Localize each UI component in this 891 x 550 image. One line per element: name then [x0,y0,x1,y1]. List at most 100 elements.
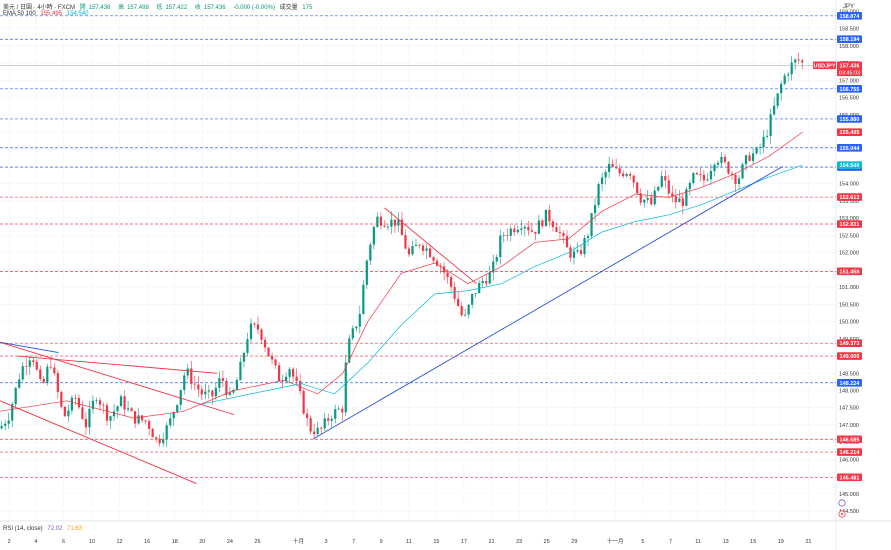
candle [597,182,600,209]
candle-body [727,161,730,174]
candle-body [225,380,228,395]
blue-level-tag [837,378,862,387]
candle [460,302,463,318]
candle [46,363,49,386]
candle [608,156,611,179]
candle [783,73,786,86]
candle [228,387,231,397]
countdown-label: 03:45:03 [839,70,860,76]
x-tick-label: 12 [116,539,122,545]
ema-fast-line [0,131,803,419]
candle [562,230,565,244]
y-tick-label: 150.500 [839,302,859,308]
candle-body [597,184,600,206]
candle [411,240,414,256]
flash-icon[interactable] [838,499,846,507]
candle-body [0,426,3,429]
candle [699,167,702,182]
candle-body [723,156,727,162]
blue-level-tag [837,85,862,93]
candle-body [183,375,186,390]
candle [457,291,460,307]
candle [190,360,193,390]
x-tick-label: 17 [461,539,467,545]
candle [204,383,207,400]
candle-body [787,74,790,76]
candle-body [98,400,102,405]
candle [123,390,126,416]
close-value: 157.436 [203,5,226,11]
candle-body [151,428,154,438]
candle [214,382,217,400]
candle [713,163,716,177]
candle-body [625,173,628,177]
ema-legend[interactable]: EMA 50 100 155.495 154.540 [3,11,91,17]
candle [98,396,102,411]
candle [625,172,628,178]
x-tick-label: 6 [62,539,65,545]
candle-body [330,418,333,421]
candle [211,389,214,405]
candle-body [471,293,474,305]
candle-body [299,381,302,391]
candle [274,358,277,369]
y-tick-label: 158.000 [839,44,859,50]
candle-body [439,265,442,267]
candle-body [660,176,663,187]
ema-fast-tag-label: 155.495 [840,130,860,136]
candle-body [32,360,35,363]
candle [77,394,81,410]
symbol-label[interactable]: 美元 / 日圓 · 4小時 · FXCM [3,5,76,11]
candle [762,129,765,154]
candle [302,389,305,415]
x-tick-label: 十一月 [607,537,624,545]
candle-body [214,387,217,397]
candle [306,408,309,427]
candle [112,403,116,422]
candle-body [39,369,42,379]
candle-body [604,171,607,178]
candle-body [56,373,59,392]
candle [386,223,390,231]
candle [569,244,572,263]
candle [551,219,555,232]
blue-level-label: 158.194 [840,37,861,43]
candle [751,147,755,165]
candle-body [263,339,267,348]
candle-body [284,376,288,381]
candle [383,220,386,228]
candle [158,434,161,447]
candle-body [653,190,656,205]
candle-body [133,411,137,424]
candle [632,174,635,189]
candle-body [583,238,586,254]
candle [144,419,147,425]
candle-body [242,352,246,362]
volume-value: 175 [302,5,313,11]
symbol-tag [813,61,836,70]
candle-body [274,359,277,366]
candle-body [590,213,593,237]
candle [780,80,783,101]
candle-body [288,369,291,377]
red-level-tag [837,339,862,347]
candle [341,405,344,421]
y-tick-label: 157.000 [839,78,859,84]
rsi-legend[interactable]: RSI (14, close) 72.02 71.63 [3,526,85,532]
candle [435,257,439,267]
candle-body [586,236,590,239]
candle-body [495,257,498,262]
candle-body [737,178,741,184]
red-level-tag [837,220,862,228]
candle [537,214,540,234]
candle [197,376,200,398]
y-tick-label: 147.500 [839,406,859,412]
candle [636,181,639,195]
red-level-tag [837,435,862,444]
y-tick-label: 146.000 [839,457,859,463]
candle [407,245,411,257]
candle-body [579,250,583,254]
candle [372,225,375,250]
candle [67,404,70,422]
